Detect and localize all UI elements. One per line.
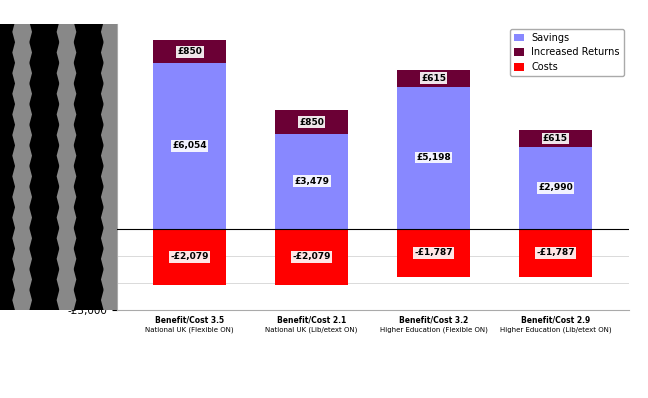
Polygon shape <box>101 98 121 172</box>
Polygon shape <box>12 201 32 275</box>
Polygon shape <box>56 98 76 172</box>
Bar <box>275 110 348 134</box>
Text: Benefit/Cost 2.1: Benefit/Cost 2.1 <box>277 316 346 325</box>
Text: £615: £615 <box>543 134 568 143</box>
Polygon shape <box>12 77 32 152</box>
Text: Benefit/Cost 3.2: Benefit/Cost 3.2 <box>399 316 468 325</box>
Text: Higher Education (Lib/etext ON): Higher Education (Lib/etext ON) <box>500 327 611 333</box>
Polygon shape <box>12 263 32 338</box>
Polygon shape <box>56 0 76 69</box>
Polygon shape <box>101 263 121 338</box>
Bar <box>153 40 226 63</box>
Polygon shape <box>101 119 121 193</box>
Text: -£1,787: -£1,787 <box>536 248 575 258</box>
Text: £3,479: £3,479 <box>294 177 329 185</box>
Text: National UK (Flexible ON): National UK (Flexible ON) <box>145 327 234 333</box>
Bar <box>153 228 226 285</box>
Text: £850: £850 <box>299 117 324 127</box>
Polygon shape <box>56 180 76 255</box>
Legend: Savings, Increased Returns, Costs: Savings, Increased Returns, Costs <box>510 29 623 76</box>
Polygon shape <box>12 98 32 172</box>
Polygon shape <box>101 180 121 255</box>
Polygon shape <box>56 77 76 152</box>
Polygon shape <box>12 242 32 317</box>
Polygon shape <box>101 242 121 317</box>
Polygon shape <box>56 15 76 90</box>
Polygon shape <box>101 57 121 131</box>
Polygon shape <box>101 201 121 275</box>
Polygon shape <box>12 180 32 255</box>
Polygon shape <box>56 242 76 317</box>
Polygon shape <box>56 119 76 193</box>
Text: -£2,079: -£2,079 <box>292 252 331 261</box>
Polygon shape <box>12 0 32 49</box>
Bar <box>275 134 348 228</box>
Polygon shape <box>12 222 32 296</box>
Polygon shape <box>12 119 32 193</box>
Polygon shape <box>101 15 121 90</box>
Polygon shape <box>56 201 76 275</box>
Polygon shape <box>101 77 121 152</box>
Text: -£2,079: -£2,079 <box>170 252 209 261</box>
Polygon shape <box>101 139 121 214</box>
Polygon shape <box>12 15 32 90</box>
Text: -£1,787: -£1,787 <box>414 248 453 258</box>
Text: Higher Education (Flexible ON): Higher Education (Flexible ON) <box>380 327 487 333</box>
Polygon shape <box>101 36 121 110</box>
Bar <box>519 147 592 228</box>
Polygon shape <box>56 139 76 214</box>
Bar <box>397 87 470 228</box>
Polygon shape <box>56 57 76 131</box>
Bar <box>519 228 592 277</box>
Polygon shape <box>56 0 76 49</box>
Text: £615: £615 <box>421 74 446 83</box>
Polygon shape <box>12 57 32 131</box>
Polygon shape <box>101 222 121 296</box>
Polygon shape <box>56 263 76 338</box>
Text: £2,990: £2,990 <box>538 183 573 192</box>
Polygon shape <box>12 160 32 234</box>
Bar <box>397 228 470 277</box>
Bar <box>519 130 592 147</box>
Text: £5,198: £5,198 <box>416 153 451 162</box>
Text: £850: £850 <box>178 47 202 56</box>
Text: Benefit/Cost 2.9: Benefit/Cost 2.9 <box>521 316 590 325</box>
Polygon shape <box>12 0 32 69</box>
Polygon shape <box>56 160 76 234</box>
Polygon shape <box>12 139 32 214</box>
Bar <box>275 228 348 285</box>
Bar <box>153 63 226 228</box>
Polygon shape <box>101 160 121 234</box>
Polygon shape <box>12 36 32 110</box>
Polygon shape <box>101 0 121 69</box>
Polygon shape <box>56 222 76 296</box>
Polygon shape <box>101 0 121 49</box>
Polygon shape <box>56 36 76 110</box>
Text: Benefit/Cost 3.5: Benefit/Cost 3.5 <box>156 316 224 325</box>
Text: £6,054: £6,054 <box>172 141 207 150</box>
Bar <box>397 70 470 87</box>
Text: National UK (Lib/etext ON): National UK (Lib/etext ON) <box>266 327 358 333</box>
